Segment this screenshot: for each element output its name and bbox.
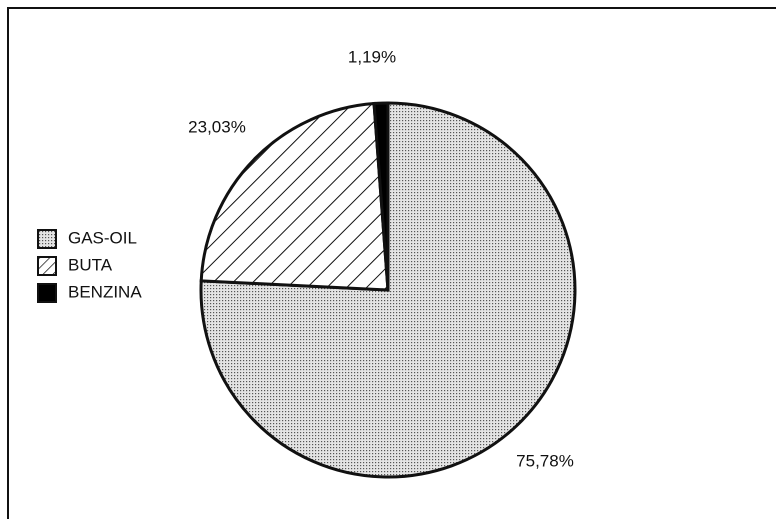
legend-swatch xyxy=(37,256,57,276)
slice-label: 75,78% xyxy=(516,451,574,470)
slice-label: 1,19% xyxy=(348,47,396,66)
legend-swatch xyxy=(37,283,57,303)
legend-label: BENZINA xyxy=(68,282,142,301)
legend-label: BUTA xyxy=(68,255,113,274)
slice-label: 23,03% xyxy=(188,117,246,136)
legend-label: GAS-OIL xyxy=(68,228,137,247)
frame xyxy=(7,7,776,519)
legend-swatch xyxy=(37,229,57,249)
pie-slice xyxy=(199,101,390,292)
pie-slice xyxy=(372,101,390,291)
